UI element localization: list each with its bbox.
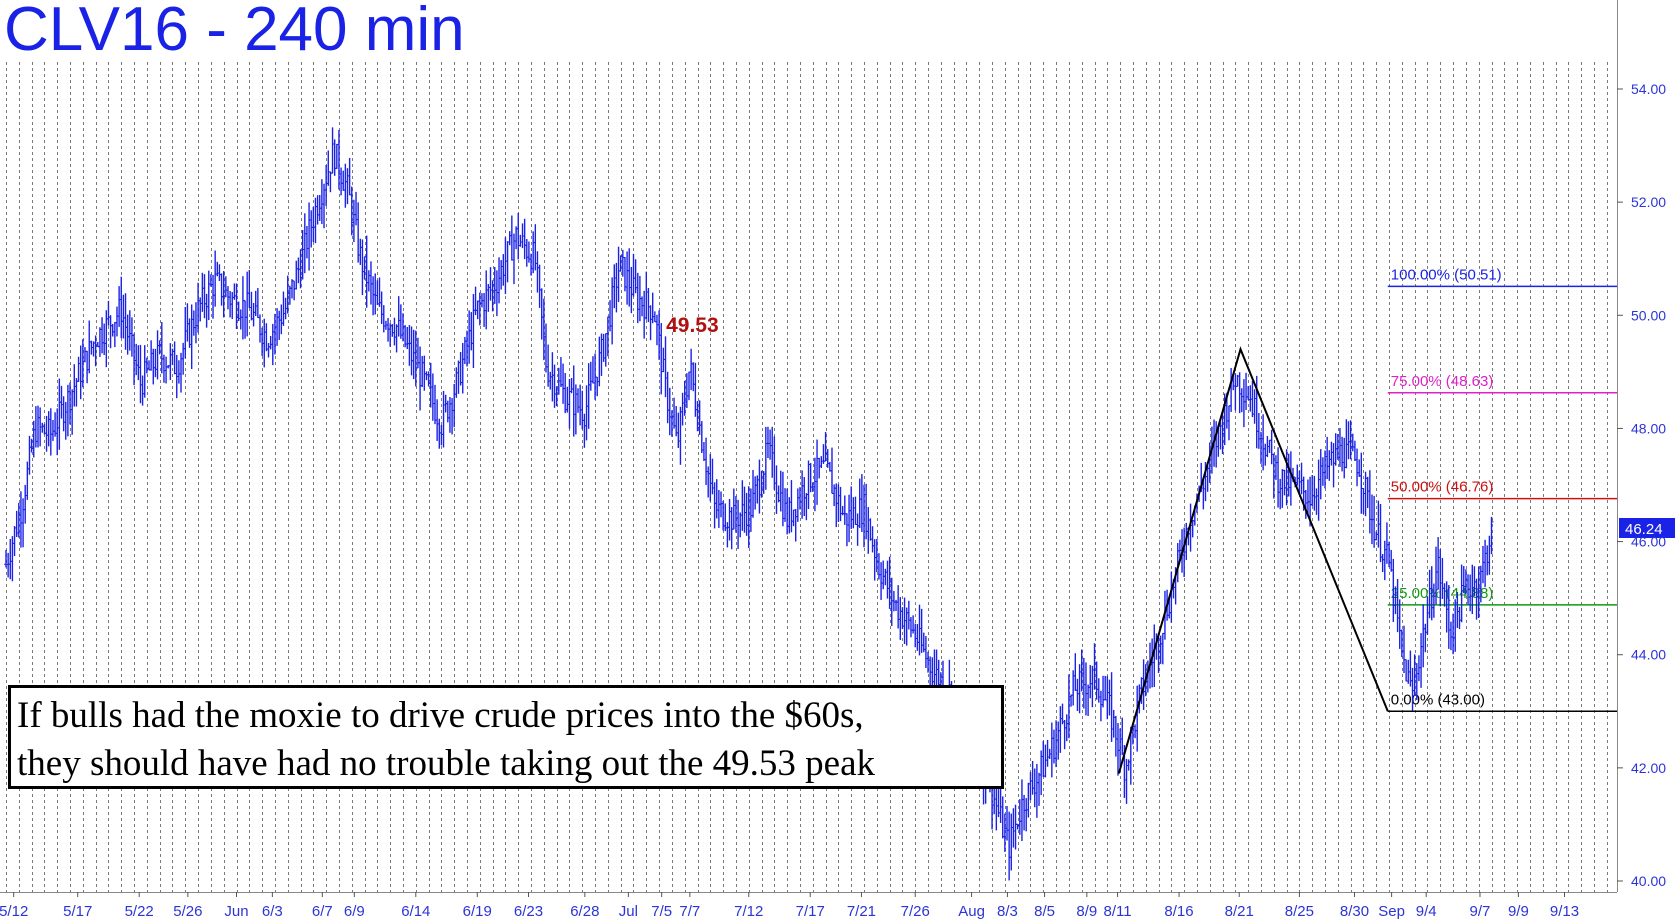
annotation-box: If bulls had the moxie to drive crude pr…: [8, 685, 1004, 789]
x-tick-label: 8/3: [997, 903, 1018, 920]
y-tick-label: 48.00: [1631, 420, 1666, 436]
fib-level-label: 0.00% (43.00): [1391, 691, 1485, 708]
annotation-line-2: they should have had no trouble taking o…: [17, 743, 876, 784]
chart-labels: 49.53 46.24: [666, 314, 1675, 538]
x-tick-label: 9/13: [1550, 903, 1579, 920]
x-tick-label: 8/9: [1076, 903, 1097, 920]
x-tick-label: 9/7: [1470, 903, 1491, 920]
x-tick-label: 7/17: [796, 903, 825, 920]
x-tick-label: 6/28: [570, 903, 599, 920]
peak-price-label: 49.53: [666, 314, 719, 337]
x-tick-label: 8/30: [1340, 903, 1369, 920]
x-tick-label: 6/14: [401, 903, 430, 920]
fib-level-label: 75.00% (48.63): [1391, 373, 1494, 390]
x-tick-label: Jul: [619, 903, 638, 920]
x-tick-label: 6/23: [514, 903, 543, 920]
annotation-line-1: If bulls had the moxie to drive crude pr…: [17, 695, 864, 736]
x-tick-label: 6/19: [463, 903, 492, 920]
y-tick-label: 40.00: [1631, 873, 1666, 889]
x-tick-label: 9/9: [1508, 903, 1529, 920]
x-tick-label: 7/12: [734, 903, 763, 920]
x-tick-label: 5/26: [173, 903, 202, 920]
x-tick-label: Sep: [1378, 903, 1405, 920]
x-tick-label: Jun: [224, 903, 248, 920]
x-tick-label: Aug: [958, 903, 985, 920]
x-tick-label: 5/12: [0, 903, 28, 920]
x-tick-label: 6/7: [312, 903, 333, 920]
x-tick-label: 6/9: [344, 903, 365, 920]
y-tick-label: 46.00: [1631, 534, 1666, 550]
chart-title: CLV16 - 240 min: [4, 0, 465, 64]
x-tick-label: 5/17: [63, 903, 92, 920]
last-price-label: 46.24: [1625, 521, 1663, 538]
x-tick-label: 8/5: [1034, 903, 1055, 920]
x-tick-label: 8/25: [1285, 903, 1314, 920]
fibonacci-levels: 100.00% (50.51) 75.00% (48.63) 50.00% (46.…: [1387, 266, 1617, 713]
x-tick-label: 9/4: [1416, 903, 1437, 920]
x-tick-label: 8/21: [1225, 903, 1254, 920]
last-price-tag: [1619, 517, 1675, 538]
x-tick-label: 7/5: [651, 903, 672, 920]
y-tick-label: 44.00: [1631, 647, 1666, 663]
y-tick-label: 42.00: [1631, 760, 1666, 776]
x-tick-label: 7/26: [901, 903, 930, 920]
swing-lines: [1117, 346, 1389, 774]
x-tick-label: 8/11: [1104, 903, 1132, 920]
swing-line: [1117, 346, 1389, 774]
y-tick-label: 50.00: [1631, 307, 1666, 323]
fib-level-label: 100.00% (50.51): [1391, 266, 1502, 283]
x-tick-label: 7/21: [847, 903, 876, 920]
x-tick-label: 6/3: [262, 903, 283, 920]
y-tick-label: 52.00: [1631, 194, 1666, 210]
x-tick-label: 5/22: [125, 903, 154, 920]
x-tick-label: 7/7: [679, 903, 700, 920]
fib-level-label: 50.00% (46.76): [1391, 479, 1494, 496]
y-tick-label: 54.00: [1631, 81, 1666, 97]
x-tick-label: 8/16: [1164, 903, 1193, 920]
